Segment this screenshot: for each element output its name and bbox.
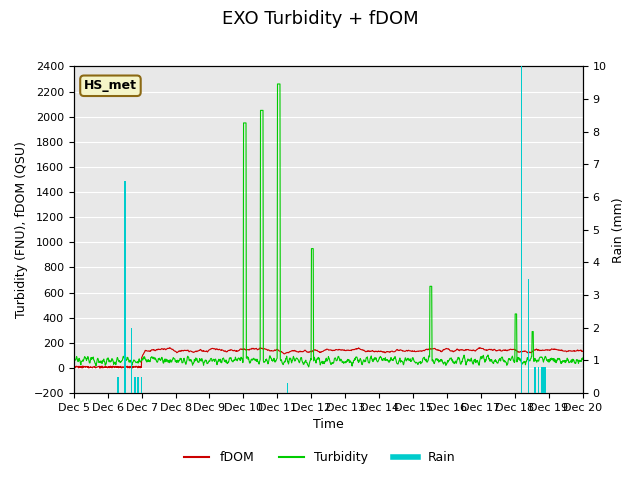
X-axis label: Time: Time <box>313 419 344 432</box>
Text: EXO Turbidity + fDOM: EXO Turbidity + fDOM <box>221 10 419 28</box>
Legend: fDOM, Turbidity, Rain: fDOM, Turbidity, Rain <box>179 446 461 469</box>
Bar <box>138 377 139 393</box>
Bar <box>543 367 545 393</box>
Bar <box>287 384 289 393</box>
Bar <box>538 367 540 393</box>
Bar <box>131 328 132 393</box>
Bar <box>527 279 529 393</box>
Y-axis label: Turbidity (FNU), fDOM (QSU): Turbidity (FNU), fDOM (QSU) <box>15 141 28 318</box>
Bar <box>117 377 119 393</box>
Bar <box>521 66 522 393</box>
Bar <box>141 377 143 393</box>
Text: HS_met: HS_met <box>84 79 137 92</box>
Y-axis label: Rain (mm): Rain (mm) <box>612 197 625 263</box>
Bar <box>534 367 536 393</box>
Bar <box>134 377 136 393</box>
Bar <box>541 367 543 393</box>
Bar <box>545 367 547 393</box>
Bar <box>124 181 125 393</box>
